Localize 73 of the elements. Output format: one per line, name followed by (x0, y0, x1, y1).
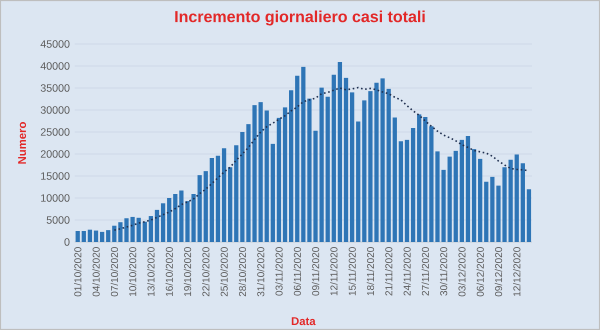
bar (118, 222, 123, 242)
bar (380, 78, 385, 242)
y-tick-label: 20000 (40, 150, 70, 158)
bar (307, 98, 312, 242)
bar (130, 216, 135, 242)
bar (466, 136, 470, 242)
x-tick-label: 09/12/2020 (494, 247, 502, 296)
y-tick-label: 35000 (40, 84, 70, 92)
bar (252, 105, 257, 242)
x-tick-label: 10/10/2020 (128, 247, 136, 296)
bar (124, 218, 129, 242)
bar (338, 62, 342, 242)
y-tick-label: 10000 (41, 194, 70, 202)
bar (441, 170, 446, 242)
bar (404, 140, 410, 242)
chart-title: Incremento giornaliero casi totali (175, 10, 425, 26)
bar (313, 130, 318, 242)
bar (502, 167, 507, 242)
x-tick-label: 22/10/2020 (202, 247, 210, 296)
x-tick-label: 24/11/2020 (403, 247, 411, 296)
y-tick-label: 30000 (40, 106, 70, 114)
bar (410, 128, 416, 242)
y-tick-label: 0 (64, 238, 70, 246)
x-tick-label: 07/10/2020 (110, 247, 118, 296)
bar (100, 232, 104, 242)
y-tick-label: 25000 (40, 128, 70, 136)
bar (185, 201, 190, 242)
x-tick-label: 21/11/2020 (385, 247, 392, 296)
x-tick-label: 16/10/2020 (166, 247, 173, 296)
x-tick-label: 25/10/2020 (220, 247, 228, 296)
bar (398, 141, 404, 242)
bar (246, 124, 251, 242)
bar (374, 82, 379, 242)
y-tick-label: 40000 (40, 62, 70, 70)
bar (368, 91, 373, 242)
x-tick-label: 31/10/2020 (256, 247, 264, 296)
x-tick-label: 18/11/2020 (366, 247, 374, 296)
y-axis-title: Numero (18, 122, 26, 164)
bar (148, 216, 154, 242)
x-tick-label: 28/10/2020 (238, 247, 246, 296)
bar (216, 156, 220, 242)
x-tick-label: 03/12/2020 (458, 247, 466, 296)
bar (88, 230, 92, 242)
bar (276, 118, 282, 242)
bar (526, 189, 532, 242)
x-tick-label: 09/11/2020 (312, 247, 320, 296)
bar (94, 230, 98, 242)
x-tick-label: 06/12/2020 (476, 247, 484, 296)
y-tick-label: 45000 (40, 40, 70, 48)
y-tick-label: 5000 (46, 216, 70, 224)
x-tick-label: 04/10/2020 (92, 247, 100, 296)
x-tick-label: 12/11/2020 (330, 247, 338, 296)
bar (160, 203, 166, 242)
x-tick-label: 06/11/2020 (294, 247, 301, 296)
bar (282, 107, 288, 242)
bar (154, 210, 160, 242)
x-tick-label: 01/10/2020 (74, 247, 82, 296)
bar (496, 186, 501, 242)
bar (350, 92, 354, 242)
bar (222, 148, 226, 242)
bar (191, 194, 196, 242)
x-axis-title: Data (292, 317, 316, 326)
bar (344, 78, 348, 242)
x-tick-label: 15/11/2020 (348, 247, 356, 296)
x-tick-label: 19/10/2020 (184, 247, 192, 296)
x-tick-label: 12/12/2020 (513, 247, 520, 296)
y-tick-label: 15000 (41, 172, 70, 180)
x-tick-label: 03/11/2020 (275, 247, 283, 296)
bar (472, 149, 476, 242)
x-tick-label: 30/11/2020 (440, 247, 448, 296)
bar (435, 151, 440, 242)
x-tick-label: 27/11/2020 (422, 247, 429, 296)
x-tick-label: 13/10/2020 (147, 247, 155, 296)
